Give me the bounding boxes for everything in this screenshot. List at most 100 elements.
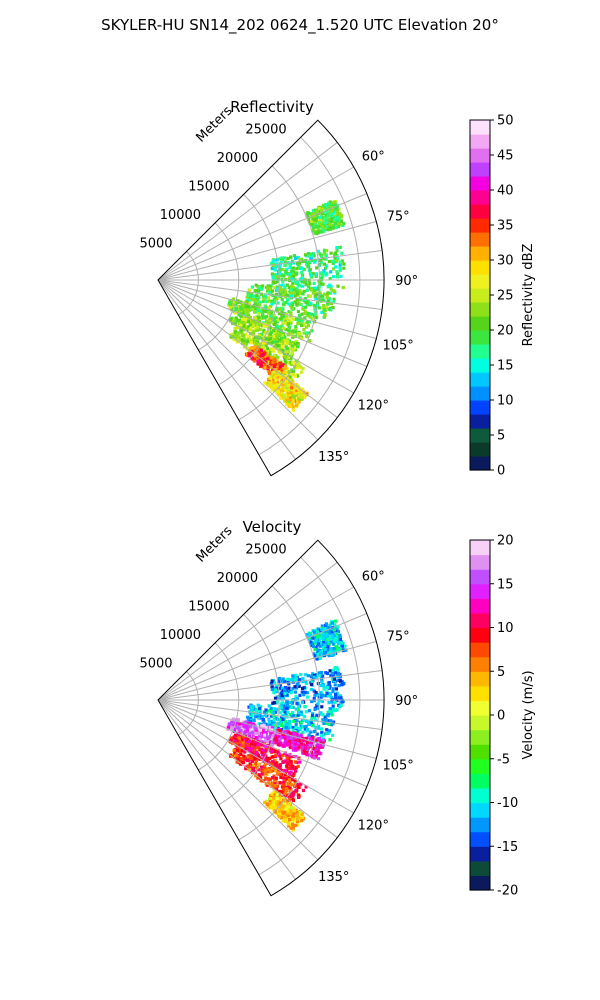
echo-gate	[295, 364, 299, 368]
echo-gate	[306, 746, 310, 750]
echo-gate	[281, 293, 285, 297]
echo-gate	[255, 357, 259, 361]
echo-gate	[265, 799, 269, 803]
azimuth-gridline	[157, 562, 338, 701]
echo-gate	[334, 226, 338, 230]
echo-gate	[300, 745, 305, 749]
echo-gate	[262, 346, 266, 350]
echo-gate	[314, 231, 318, 235]
echo-gate	[331, 687, 335, 691]
echo-gate	[337, 219, 341, 223]
echo-gate	[335, 249, 339, 253]
echo-gate	[322, 307, 327, 311]
echo-gate	[321, 683, 325, 688]
echo-gate	[257, 289, 261, 293]
echo-gate	[271, 701, 275, 705]
echo-gate	[274, 779, 278, 783]
echo-gate	[235, 725, 239, 730]
colorbar-segment	[470, 642, 490, 658]
echo-gate	[279, 691, 283, 696]
echo-gate	[332, 300, 336, 304]
echo-gate	[283, 751, 287, 755]
echo-gate	[237, 311, 241, 315]
echo-gate	[331, 722, 335, 726]
echo-gate	[312, 697, 316, 701]
echo-gate	[281, 268, 285, 272]
echo-gate	[277, 265, 281, 269]
echo-gate	[273, 386, 277, 390]
azimuth-gridline	[157, 279, 377, 339]
echo-gate	[253, 310, 257, 314]
echo-gate	[330, 213, 334, 217]
echo-gate	[264, 708, 268, 712]
colorbar-segment	[470, 274, 490, 289]
echo-gate	[280, 368, 284, 372]
echo-gate	[276, 318, 280, 322]
echo-gate	[277, 349, 281, 353]
echo-gate	[266, 357, 270, 361]
echo-gate	[319, 684, 323, 688]
echo-gate	[269, 805, 273, 809]
echo-gate	[277, 371, 281, 376]
echo-gate	[337, 648, 341, 652]
colorbar-segment	[470, 744, 490, 760]
echo-gate	[239, 729, 243, 733]
echo-gate	[338, 694, 342, 698]
echo-gate	[300, 267, 304, 271]
echo-gate	[332, 628, 336, 632]
echo-gate	[293, 342, 297, 346]
colorbar-segment	[470, 386, 490, 401]
echo-gate	[294, 348, 298, 352]
echo-gate	[226, 726, 230, 730]
echo-gate	[286, 812, 290, 816]
echo-gate	[289, 311, 293, 315]
colorbar-segment	[470, 218, 490, 233]
echo-gate	[276, 309, 280, 313]
echo-gate	[311, 212, 316, 216]
echo-gate	[289, 388, 293, 392]
echo-gate	[338, 212, 342, 216]
colorbar-segment	[470, 134, 490, 149]
echo-gate	[248, 754, 252, 758]
echo-gate	[287, 686, 291, 690]
echo-gate	[318, 744, 322, 748]
echo-gate	[261, 299, 266, 303]
echo-gate	[262, 733, 267, 737]
echo-gate	[283, 316, 287, 320]
echo-gate	[324, 264, 329, 268]
echo-gate	[295, 302, 299, 306]
echo-gate	[280, 310, 284, 314]
echo-gate	[309, 640, 313, 644]
echo-gate	[287, 736, 291, 740]
echo-gate	[322, 252, 326, 256]
echo-gate	[269, 332, 273, 336]
echo-gate	[331, 306, 335, 310]
echo-gate	[254, 731, 258, 735]
echo-gate	[306, 311, 310, 315]
echo-gate	[284, 725, 288, 729]
echo-gate	[244, 740, 249, 744]
echo-gate	[310, 723, 314, 728]
echo-gate	[269, 383, 273, 388]
echo-gate	[278, 809, 282, 813]
colorbar-segment	[470, 414, 490, 429]
echo-gate	[285, 700, 289, 704]
echo-gate	[268, 291, 272, 295]
echo-gate	[319, 282, 323, 286]
echo-gate	[320, 745, 325, 749]
echo-gate	[281, 348, 285, 352]
colorbar-label: Velocity (m/s)	[521, 670, 536, 759]
echo-gate	[319, 670, 324, 675]
echo-gate	[294, 725, 298, 729]
echo-gate	[301, 788, 306, 793]
echo-gate	[286, 814, 291, 818]
echo-gate	[247, 305, 251, 309]
azimuth-gridline	[157, 279, 296, 460]
echo-gate	[306, 324, 311, 328]
echo-gate	[328, 227, 333, 231]
echo-gate	[294, 769, 298, 773]
echo-gate	[263, 800, 267, 804]
echo-gate	[270, 755, 274, 759]
echo-gate	[286, 321, 290, 325]
